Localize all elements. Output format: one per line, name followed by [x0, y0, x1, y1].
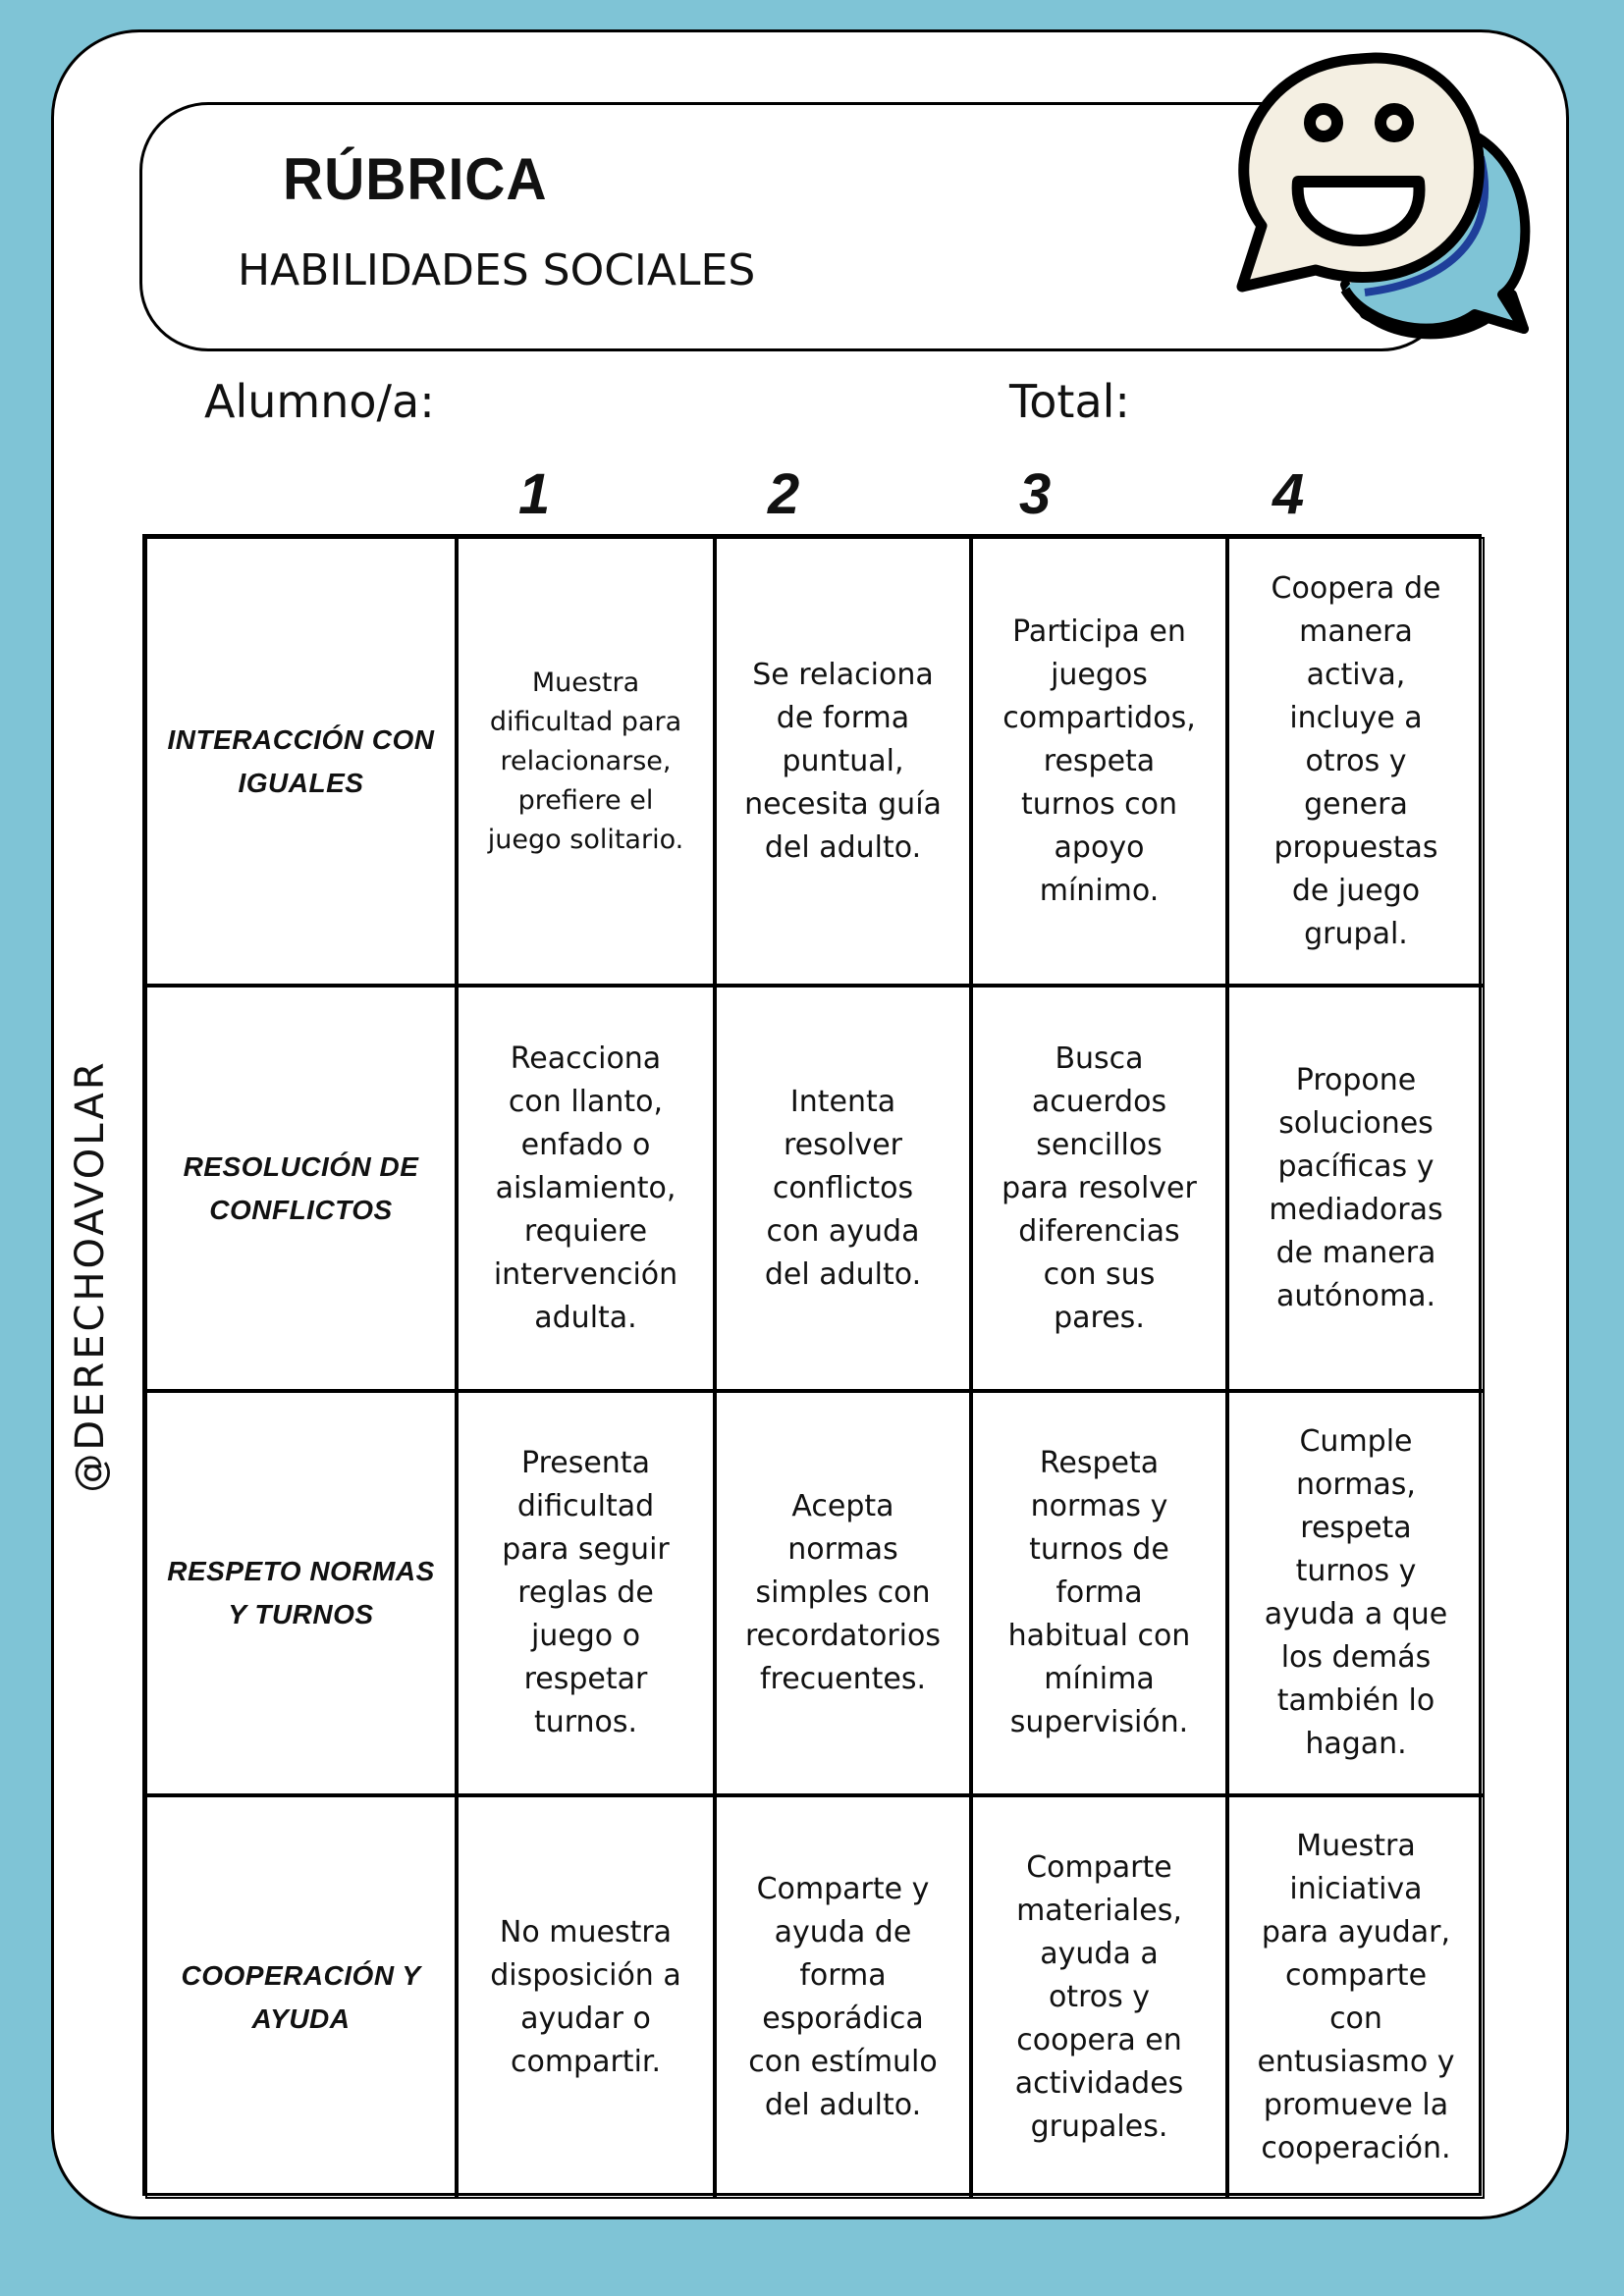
level-2-header: 2: [768, 462, 800, 526]
page-card: [51, 29, 1569, 2219]
row-label: INTERACCIÓN CON IGUALES: [145, 537, 457, 986]
level-4-header: 4: [1272, 462, 1305, 526]
table-cell: Presenta dificultad para seguir reglas d…: [457, 1391, 715, 1795]
table-cell: Participa en juegos compartidos, respeta…: [971, 537, 1227, 986]
table-cell: Comparte materiales, ayuda a otros y coo…: [971, 1795, 1227, 2199]
header-box: [139, 102, 1450, 351]
table-cell: Respeta normas y turnos de forma habitua…: [971, 1391, 1227, 1795]
table-cell: Busca acuerdos sencillos para resolver d…: [971, 986, 1227, 1391]
table-cell: No muestra disposición a ayudar o compar…: [457, 1795, 715, 2199]
page-subtitle: HABILIDADES SOCIALES: [238, 245, 756, 295]
rubric-table: INTERACCIÓN CON IGUALES Muestra dificult…: [142, 534, 1485, 2199]
row-label: RESOLUCIÓN DE CONFLICTOS: [145, 986, 457, 1391]
table-cell: Acepta normas simples con recordatorios …: [715, 1391, 971, 1795]
level-3-header: 3: [1019, 462, 1052, 526]
table-cell: Cumple normas, respeta turnos y ayuda a …: [1227, 1391, 1485, 1795]
table-cell: Coopera de manera activa, incluye a otro…: [1227, 537, 1485, 986]
table-cell: Se relaciona de forma puntual, necesita …: [715, 537, 971, 986]
table-cell: Muestra iniciativa para ayudar, comparte…: [1227, 1795, 1485, 2199]
table-cell: Muestra dificultad para relacionarse, pr…: [457, 537, 715, 986]
row-label: RESPETO NORMAS Y TURNOS: [145, 1391, 457, 1795]
row-label: COOPERACIÓN Y AYUDA: [145, 1795, 457, 2199]
table-cell: Propone soluciones pacíficas y mediadora…: [1227, 986, 1485, 1391]
student-label: Alumno/a:: [204, 375, 435, 428]
table-cell: Intenta resolver conflictos con ayuda de…: [715, 986, 971, 1391]
table-cell: Reacciona con llanto, enfado o aislamien…: [457, 986, 715, 1391]
table-cell: Comparte y ayuda de forma esporádica con…: [715, 1795, 971, 2199]
smiley-speech-bubble-icon: [1236, 52, 1531, 340]
watermark: @DERECHOAVOLAR: [68, 1059, 113, 1493]
page-title: RÚBRICA: [283, 146, 548, 212]
level-1-header: 1: [518, 462, 551, 526]
total-label: Total:: [1009, 375, 1130, 428]
